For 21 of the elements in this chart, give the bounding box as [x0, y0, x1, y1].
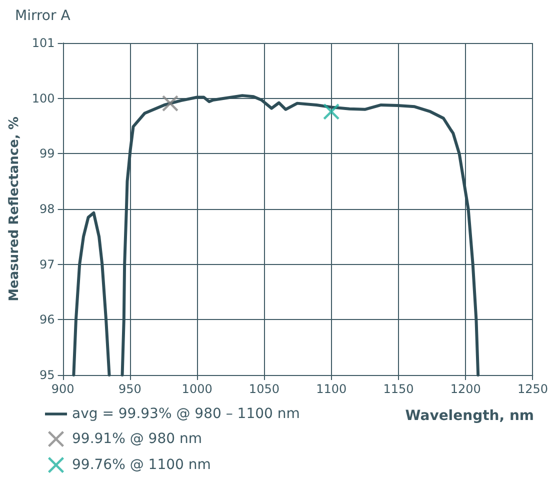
- x-tick-label: 1150: [383, 382, 414, 396]
- x-tick-label: 1200: [450, 382, 481, 396]
- y-tick-label: 101: [32, 36, 55, 50]
- y-tick-label: 95: [40, 368, 55, 382]
- x-tick-label: 1050: [248, 382, 280, 396]
- x-tick-label: 900: [51, 382, 74, 396]
- y-tick-label: 98: [40, 202, 55, 216]
- x-tick-label: 1000: [182, 382, 212, 396]
- y-tick-label: 100: [32, 91, 55, 106]
- x-tick-label: 1100: [316, 382, 347, 396]
- legend-label: 99.91% @ 980 nm: [72, 431, 202, 447]
- y-tick-label: 99: [40, 146, 55, 161]
- x-tick-label: 950: [118, 382, 142, 396]
- y-axis-title: Measured Reflectance, %: [7, 116, 22, 302]
- y-tick-label: 96: [40, 312, 55, 327]
- x-tick-label: 1250: [517, 382, 548, 396]
- y-tick-label: 97: [40, 257, 55, 272]
- x-axis-title: Wavelength, nm: [405, 408, 534, 424]
- legend-label: 99.76% @ 1100 nm: [72, 457, 211, 473]
- chart-title: Mirror A: [15, 8, 71, 24]
- legend-label: avg = 99.93% @ 980 – 1100 nm: [72, 406, 300, 422]
